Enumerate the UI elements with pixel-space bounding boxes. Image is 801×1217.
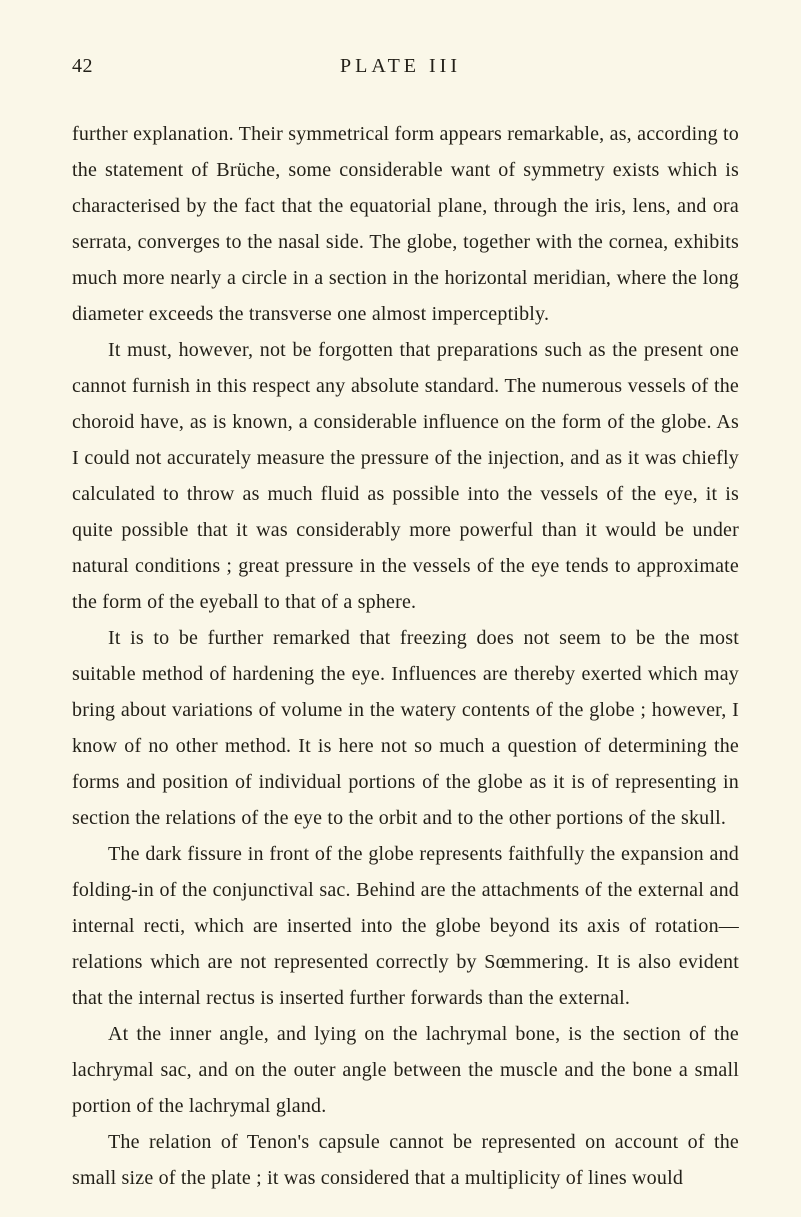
running-header: 42 PLATE III 42	[72, 55, 739, 78]
paragraph-6: The relation of Tenon's capsule cannot b…	[72, 1124, 739, 1196]
page-number: 42	[72, 55, 93, 78]
paragraph-4: The dark fissure in front of the globe r…	[72, 836, 739, 1016]
paragraph-1: further explanation. Their symmetrical f…	[72, 116, 739, 332]
paragraph-2: It must, however, not be forgotten that …	[72, 332, 739, 620]
paragraph-5: At the inner angle, and lying on the lac…	[72, 1016, 739, 1124]
paragraph-3: It is to be further remarked that freezi…	[72, 620, 739, 836]
plate-title: PLATE III	[340, 55, 461, 78]
page-body: further explanation. Their symmetrical f…	[72, 116, 739, 1196]
